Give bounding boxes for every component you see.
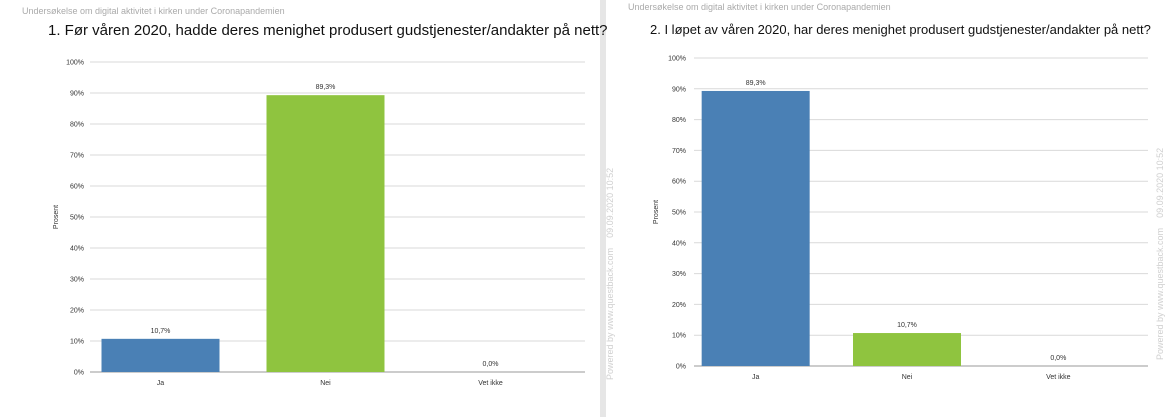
y-tick-label: 70% — [70, 153, 84, 160]
category-label: Nei — [320, 380, 331, 387]
y-tick-label: 100% — [66, 60, 84, 67]
y-tick-label: 30% — [672, 271, 686, 278]
chart-title: 2. I løpet av våren 2020, har deres meni… — [650, 22, 1151, 37]
y-tick-label: 60% — [70, 184, 84, 191]
data-label: 10,7% — [151, 328, 171, 335]
watermark-right: Powered by www.questback.com 09.09.2020 … — [1155, 100, 1165, 360]
y-tick-label: 80% — [70, 122, 84, 129]
y-tick-label: 100% — [668, 56, 686, 63]
watermark-timestamp: 09.09.2020 10:52 — [605, 167, 615, 238]
y-tick-label: 90% — [672, 86, 686, 93]
bar-ja — [101, 338, 220, 372]
bar-nei — [853, 333, 961, 366]
y-tick-label: 10% — [70, 339, 84, 346]
chart-panel-2: Undersøkelse om digital aktivitet i kirk… — [606, 0, 1171, 417]
y-tick-label: 20% — [672, 302, 686, 309]
bar-ja — [701, 90, 810, 367]
y-tick-label: 60% — [672, 179, 686, 186]
y-tick-label: 40% — [70, 246, 84, 253]
y-tick-label: 30% — [70, 277, 84, 284]
chart-panel-1: Undersøkelse om digital aktivitet i kirk… — [22, 6, 608, 387]
data-label: 0,0% — [1050, 355, 1066, 362]
category-label: Ja — [752, 374, 760, 381]
data-label: 89,3% — [746, 80, 766, 87]
watermark-left: Powered by www.questback.com 09.09.2020 … — [605, 120, 615, 380]
data-label: 10,7% — [897, 322, 917, 329]
category-label: Vet ikke — [1046, 374, 1071, 381]
y-tick-label: 70% — [672, 148, 686, 155]
chart-title: 1. Før våren 2020, hadde deres menighet … — [48, 22, 608, 39]
y-axis-label: Prosent — [53, 205, 60, 229]
survey-header: Undersøkelse om digital aktivitet i kirk… — [628, 2, 891, 12]
category-label: Ja — [157, 380, 165, 387]
data-label: 89,3% — [316, 84, 336, 91]
y-tick-label: 0% — [676, 364, 686, 371]
category-label: Nei — [902, 374, 913, 381]
category-label: Vet ikke — [478, 380, 503, 387]
y-axis-label: Prosent — [653, 200, 660, 224]
data-label: 0,0% — [483, 361, 499, 368]
survey-header: Undersøkelse om digital aktivitet i kirk… — [22, 6, 285, 16]
bar-nei — [266, 95, 385, 373]
y-tick-label: 0% — [74, 370, 84, 377]
watermark-text: Powered by www.questback.com — [605, 247, 615, 380]
panel-divider — [600, 0, 606, 417]
bar-chart-1: 0% 10% 20% 30% 40% 50% 60% 70% 80% 90% 100% Prosent… — [53, 60, 585, 387]
y-tick-label: 50% — [70, 215, 84, 222]
bar-chart-2: 0% 10% 20% 30% 40% 50% 60% 70% 80% 90% 100% Prosent… — [653, 56, 1148, 381]
watermark-timestamp: 09.09.2020 10:52 — [1155, 147, 1165, 218]
y-tick-label: 20% — [70, 308, 84, 315]
y-tick-label: 40% — [672, 240, 686, 247]
y-tick-label: 50% — [672, 210, 686, 217]
y-tick-label: 90% — [70, 91, 84, 98]
y-tick-label: 80% — [672, 117, 686, 124]
watermark-text: Powered by www.questback.com — [1155, 227, 1165, 360]
y-tick-label: 10% — [672, 333, 686, 340]
